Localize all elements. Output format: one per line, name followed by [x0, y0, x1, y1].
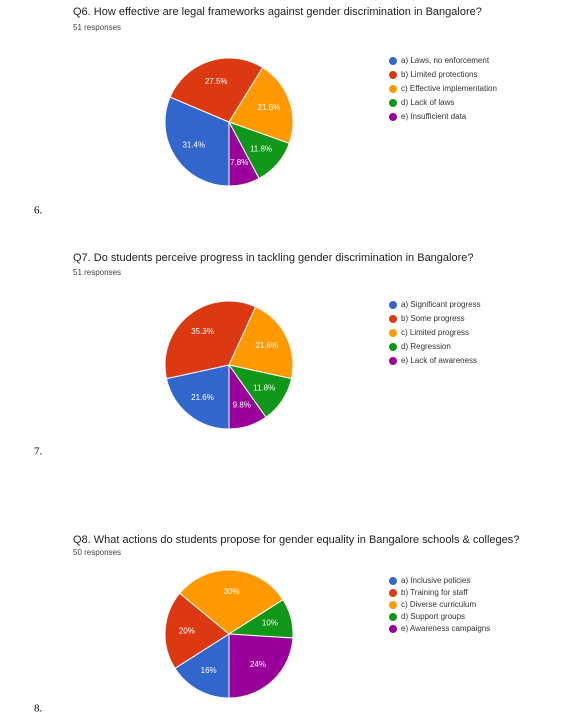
pie-slice [164, 96, 230, 187]
legend-marker [389, 357, 397, 365]
legend-label: e) Awareness campaigns [401, 624, 490, 633]
legend-label: d) Lack of laws [401, 98, 454, 107]
pie-slice [228, 121, 260, 187]
legend-label: d) Regression [401, 342, 451, 351]
legend-marker [389, 315, 397, 323]
slice-label: 30% [224, 587, 240, 596]
pie-slice [178, 569, 284, 635]
legend-label: c) Diverse curriculum [401, 600, 476, 609]
pie-slice [165, 364, 230, 430]
slice-label: 11.8% [253, 383, 275, 392]
pie-slice [228, 363, 267, 430]
legend-marker [389, 601, 397, 609]
slice-label: 21.6% [255, 341, 278, 350]
figure-number: 6. [34, 205, 43, 217]
figure-number: 7. [34, 446, 43, 458]
pie-slice [164, 592, 230, 669]
response-count: 50 responses [73, 548, 121, 557]
pie-slice [164, 300, 257, 380]
pie-slice [228, 633, 294, 699]
legend-marker [389, 613, 397, 621]
slice-label: 27.5% [205, 77, 228, 86]
legend-marker [389, 343, 397, 351]
chart-title: Q6. How effective are legal frameworks a… [73, 6, 482, 18]
legend-marker [389, 57, 397, 65]
chart-title: Q7. Do students perceive progress in tac… [73, 252, 474, 264]
legend-label: a) Significant progress [401, 300, 481, 309]
pie-slice [228, 66, 294, 145]
legend-marker [389, 329, 397, 337]
slice-label: 31.4% [182, 140, 205, 149]
legend-marker [389, 85, 397, 93]
pie-slice [174, 633, 230, 699]
slice-label: 9.8% [233, 400, 251, 409]
slice-label: 16% [201, 666, 217, 675]
pie-slice [169, 57, 264, 123]
legend-marker [389, 71, 397, 79]
legend-label: b) Some progress [401, 314, 465, 323]
slice-label: 24% [250, 660, 266, 669]
legend-marker [389, 301, 397, 309]
legend-label: e) Lack of awareness [401, 356, 477, 365]
legend-label: b) Limited protections [401, 70, 477, 79]
response-count: 51 responses [73, 23, 121, 32]
legend-marker [389, 625, 397, 633]
legend-label: b) Training for staff [401, 588, 468, 597]
slice-label: 20% [179, 626, 195, 635]
legend-marker [389, 589, 397, 597]
chart-title: Q8. What actions do students propose for… [73, 534, 519, 546]
legend-marker [389, 99, 397, 107]
legend-marker [389, 113, 397, 121]
response-count: 51 responses [73, 268, 121, 277]
figure-number: 8. [34, 703, 43, 715]
slice-label: 7.8% [230, 158, 248, 167]
pie-slice [228, 306, 294, 380]
legend-label: d) Support groups [401, 612, 465, 621]
legend-marker [389, 577, 397, 585]
slice-label: 21.6% [258, 103, 281, 112]
legend-label: a) Inclusive policies [401, 576, 470, 585]
slice-label: 35.3% [191, 327, 214, 336]
slice-label: 21.6% [191, 393, 214, 402]
legend-label: c) Effective implementation [401, 84, 497, 93]
legend-label: c) Limited progress [401, 328, 469, 337]
slice-label: 10% [262, 619, 278, 628]
legend-label: e) Insufficient data [401, 112, 467, 121]
slice-label: 11.8% [250, 145, 272, 154]
legend-label: a) Laws, no enforcement [401, 56, 490, 65]
